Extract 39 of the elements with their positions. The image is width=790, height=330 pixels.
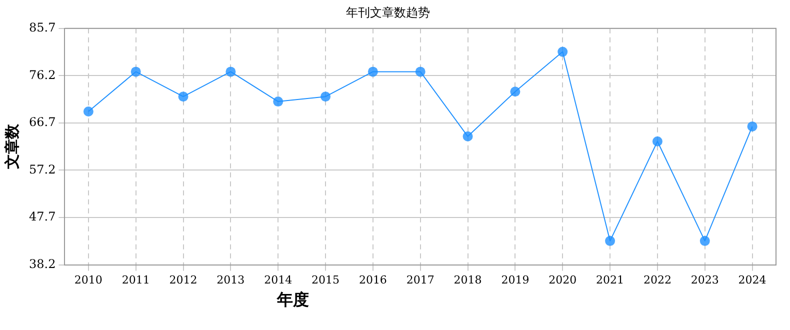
point <box>510 86 520 97</box>
point <box>273 96 284 107</box>
x-tick-label: 2016 <box>358 273 387 286</box>
point <box>83 106 94 117</box>
point <box>226 66 236 77</box>
y-tick-label: 85.7 <box>29 20 56 35</box>
point <box>700 236 710 246</box>
x-tick-label: 2024 <box>738 273 766 286</box>
point <box>652 136 662 146</box>
x-tick-label: 2014 <box>264 273 292 286</box>
point <box>415 66 426 77</box>
point <box>178 92 188 102</box>
y-tick-label: 47.7 <box>29 210 56 224</box>
x-tick-label: 2019 <box>501 273 530 286</box>
x-tick-label: 2023 <box>690 273 719 286</box>
point <box>462 131 473 142</box>
x-tick-label: 2010 <box>74 273 102 286</box>
x-tick-label: 2015 <box>312 273 340 286</box>
x-tick-label: 2021 <box>596 273 624 286</box>
point <box>747 121 758 132</box>
x-tick-label: 2018 <box>454 273 482 286</box>
x-tick-label: 2011 <box>122 273 150 286</box>
x-tick-label: 2022 <box>643 273 672 286</box>
y-axis-title: 文章数 <box>2 123 21 170</box>
x-tick-label: 2020 <box>548 273 577 286</box>
y-tick-label: 66.7 <box>29 115 56 130</box>
y-tick-label: 57.2 <box>29 162 56 176</box>
x-tick-label: 2013 <box>216 273 245 286</box>
point <box>130 66 141 77</box>
point <box>368 66 378 77</box>
point <box>558 46 568 57</box>
y-tick-label: 76.2 <box>29 68 56 82</box>
point <box>605 236 616 246</box>
point <box>320 92 331 102</box>
x-tick-label: 2017 <box>406 273 434 286</box>
y-tick-label: 38.2 <box>29 256 56 271</box>
x-tick-label: 2012 <box>169 273 198 286</box>
x-axis-title: 年度 <box>277 290 309 311</box>
chart-title: 年刊文章数趋势 <box>346 5 430 20</box>
